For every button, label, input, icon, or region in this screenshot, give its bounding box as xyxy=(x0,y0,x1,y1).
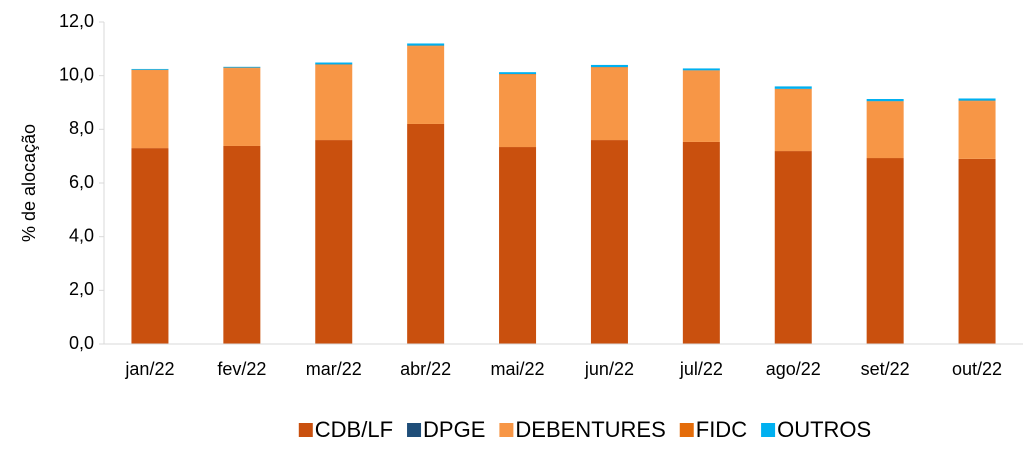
bar-segment xyxy=(223,66,261,68)
bar-segment xyxy=(774,88,812,90)
y-axis-label: % de alocação xyxy=(19,124,39,242)
legend-swatch xyxy=(679,423,694,437)
legend-label: DPGE xyxy=(423,417,485,442)
bar-segment xyxy=(315,64,353,141)
legend-item: CDB/LF xyxy=(298,417,393,442)
x-tick-label: jan/22 xyxy=(124,359,174,379)
bar-segment xyxy=(315,62,353,65)
bar-segment xyxy=(958,101,996,159)
bar-segment xyxy=(315,140,353,344)
bar-segment xyxy=(407,43,445,46)
bar-segment xyxy=(131,148,169,344)
bar-segment xyxy=(866,99,904,102)
bar-segment xyxy=(682,70,720,142)
bar-segment xyxy=(866,158,904,344)
bar-segment xyxy=(131,70,169,149)
bar-segment xyxy=(590,140,628,344)
legend-swatch xyxy=(298,423,313,437)
bar-segment xyxy=(499,147,537,344)
y-tick-label: 2,0 xyxy=(69,279,94,299)
y-tick-label: 6,0 xyxy=(69,172,94,192)
bar-segment xyxy=(499,72,537,75)
bar-segment xyxy=(407,45,445,47)
legend-label: OUTROS xyxy=(777,417,871,442)
bar-segment xyxy=(774,86,812,89)
x-tick-label: jun/22 xyxy=(584,359,634,379)
bar-segment xyxy=(590,67,628,68)
legend-item: OUTROS xyxy=(761,417,871,442)
x-tick-label: ago/22 xyxy=(766,359,821,379)
y-tick-label: 0,0 xyxy=(69,333,94,353)
bar-segment xyxy=(774,89,812,152)
bar-segment xyxy=(774,151,812,344)
legend-item: DEBENTURES xyxy=(499,417,666,442)
x-tick-label: abr/22 xyxy=(400,359,451,379)
legend-swatch xyxy=(499,423,514,437)
x-tick-label: jul/22 xyxy=(679,359,723,379)
x-tick-label: out/22 xyxy=(952,359,1002,379)
bar-segment xyxy=(590,64,628,68)
bar-segment xyxy=(223,67,261,69)
legend-swatch xyxy=(761,423,776,437)
x-tick-label: fev/22 xyxy=(217,359,266,379)
y-tick-label: 10,0 xyxy=(59,64,94,84)
bar-segment xyxy=(866,101,904,102)
legend-swatch xyxy=(407,423,422,437)
bar-segment xyxy=(682,70,720,71)
legend-item: DPGE xyxy=(407,417,485,442)
bar-segment xyxy=(223,68,261,146)
bar-segment xyxy=(499,74,537,75)
legend-label: DEBENTURES xyxy=(515,417,665,442)
bar-segment xyxy=(590,67,628,141)
bar-segment xyxy=(223,145,261,344)
y-tick-label: 4,0 xyxy=(69,225,94,245)
legend-label: FIDC xyxy=(696,417,747,442)
bar-segment xyxy=(131,68,169,70)
x-tick-label: mai/22 xyxy=(491,359,545,379)
bar-segment xyxy=(499,74,537,148)
bar-segment xyxy=(407,46,445,124)
legend-label: CDB/LF xyxy=(315,417,393,442)
bar-segment xyxy=(866,101,904,159)
bar-segment xyxy=(958,158,996,344)
bar-segment xyxy=(131,69,169,71)
y-tick-label: 8,0 xyxy=(69,118,94,138)
x-tick-label: set/22 xyxy=(861,359,910,379)
bar-segment xyxy=(682,141,720,344)
bar-segment xyxy=(315,64,353,65)
bar-segment xyxy=(407,123,445,344)
legend-item: FIDC xyxy=(679,417,747,442)
bar-segment xyxy=(958,100,996,102)
y-tick-label: 12,0 xyxy=(59,11,94,31)
x-tick-label: mar/22 xyxy=(306,359,362,379)
bar-segment xyxy=(958,98,996,101)
bar-segment xyxy=(682,68,720,71)
